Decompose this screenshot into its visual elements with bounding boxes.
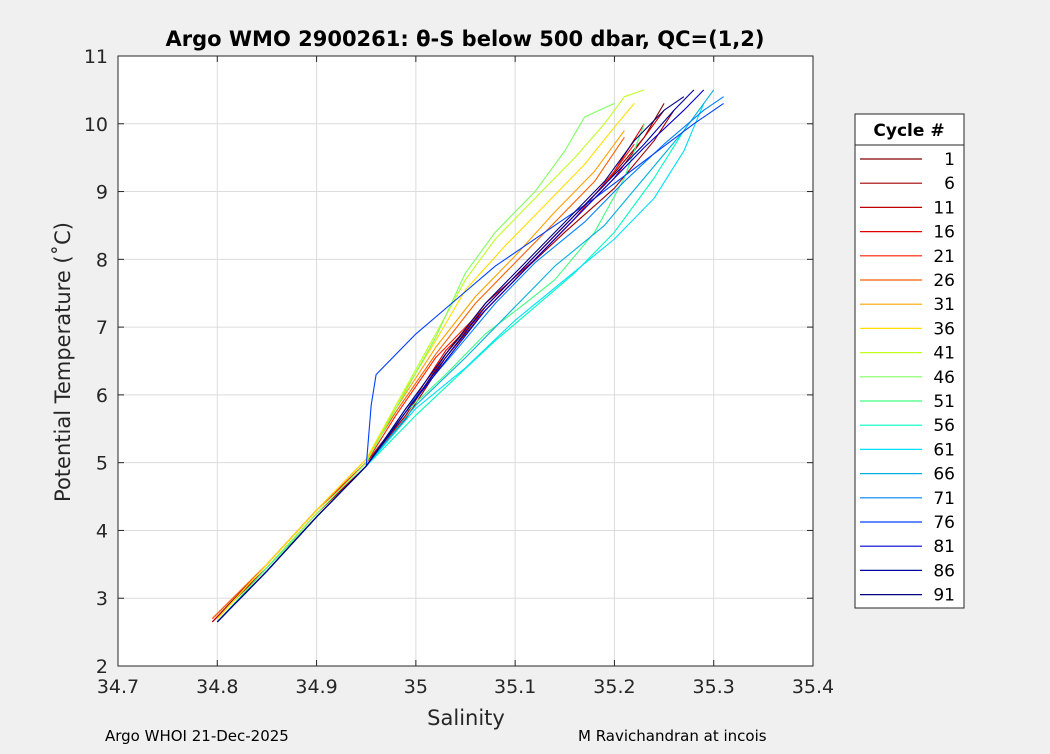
y-tick-label: 8: [96, 249, 108, 271]
legend-label-cycle-71: 71: [933, 489, 955, 509]
x-tick-label: 35.4: [792, 676, 834, 698]
legend-label-cycle-16: 16: [933, 223, 955, 243]
footer-left: Argo WHOI 21-Dec-2025: [105, 727, 289, 745]
legend-label-cycle-11: 11: [933, 198, 955, 218]
series-line-cycle-36: [216, 103, 635, 619]
axis-ticks: 34.7 34.8 34.9 35 35.1 35.2 35.3 35.4 2 3 4 5 6 7 8 9 10…: [84, 46, 834, 698]
legend-label-cycle-21: 21: [933, 247, 955, 267]
legend-label-cycle-51: 51: [933, 392, 955, 412]
x-tick-label: 35: [404, 676, 428, 698]
legend-label-cycle-1: 1: [944, 150, 955, 170]
legend-label-cycle-46: 46: [933, 368, 955, 388]
plot-area: [118, 56, 813, 666]
x-axis-label: Salinity: [427, 706, 505, 730]
legend: Cycle # 16111621263136414651566166717681…: [854, 113, 965, 609]
x-tick-label: 35.1: [494, 676, 536, 698]
legend-label-cycle-76: 76: [933, 513, 955, 533]
plot-frame: [117, 55, 814, 667]
x-tick-label: 35.2: [593, 676, 635, 698]
legend-title: Cycle #: [873, 121, 944, 141]
legend-label-cycle-41: 41: [933, 344, 955, 364]
chart-title: Argo WMO 2900261: θ-S below 500 dbar, QC…: [166, 27, 765, 51]
series-line-cycle-46: [216, 102, 615, 623]
legend-label-cycle-66: 66: [933, 465, 955, 485]
legend-label-cycle-31: 31: [933, 295, 955, 315]
series-line-cycle-91: [216, 96, 685, 623]
x-tick-label: 35.3: [693, 676, 735, 698]
legend-label-cycle-36: 36: [933, 319, 955, 339]
legend-label-cycle-6: 6: [944, 174, 955, 194]
y-tick-label: 9: [96, 182, 108, 204]
x-tick-label: 34.8: [196, 676, 238, 698]
footer-right: M Ravichandran at incois: [578, 727, 767, 745]
legend-label-cycle-86: 86: [933, 561, 955, 581]
legend-label-cycle-56: 56: [933, 416, 955, 436]
y-tick-label: 11: [84, 46, 108, 68]
y-tick-label: 10: [84, 114, 108, 136]
series-lines: [211, 89, 724, 623]
y-tick-label: 2: [96, 656, 108, 678]
y-tick-label: 4: [96, 520, 108, 542]
y-tick-label: 5: [96, 453, 108, 475]
y-tick-label: 3: [96, 588, 108, 610]
legend-label-cycle-91: 91: [933, 586, 955, 606]
legend-box: [854, 113, 965, 609]
y-tick-label: 6: [96, 385, 108, 407]
legend-label-cycle-81: 81: [933, 537, 955, 557]
legend-label-cycle-26: 26: [933, 271, 955, 291]
y-axis-label: Potential Temperature (˚C): [51, 222, 75, 502]
x-tick-label: 34.7: [97, 676, 139, 698]
y-tick-label: 7: [96, 317, 108, 339]
legend-label-cycle-61: 61: [933, 440, 955, 460]
x-tick-label: 34.9: [295, 676, 337, 698]
